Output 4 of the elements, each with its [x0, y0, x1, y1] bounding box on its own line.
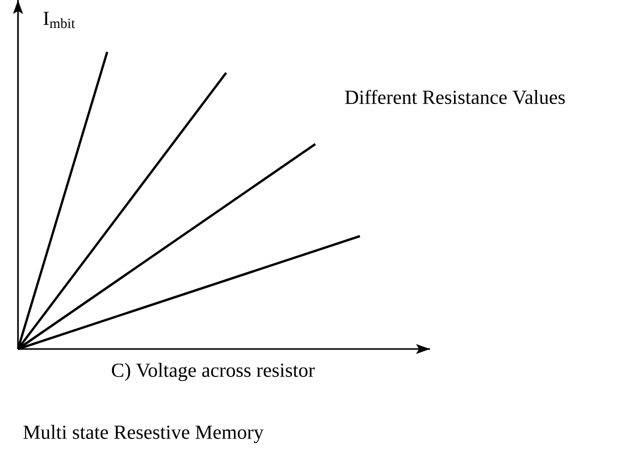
y-axis-title: I$_{mbit}$ [44, 12, 75, 28]
x-axis-title: C) Voltage across resistor [112, 362, 315, 382]
annotation: Different Resistance Values [345, 90, 565, 104]
text: Multi state Resestive Memory [23, 424, 264, 444]
